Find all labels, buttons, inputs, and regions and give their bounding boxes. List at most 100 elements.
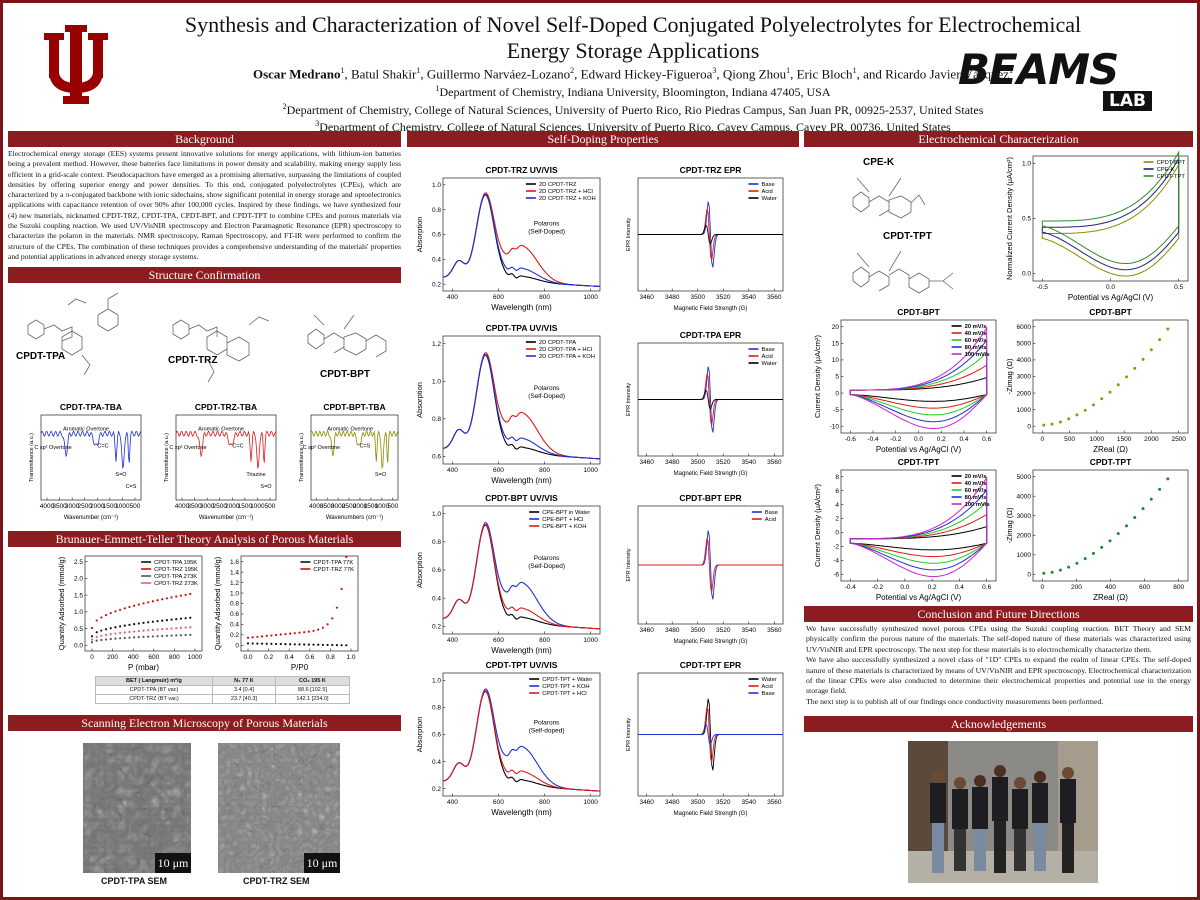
- title: Synthesis and Characterization of Novel …: [184, 12, 1082, 63]
- trace: [1041, 156, 1180, 271]
- legend-label: 40 mV/s: [965, 331, 987, 337]
- plot-frame: [840, 469, 997, 582]
- trace: [442, 354, 601, 460]
- x-tick-label: 800: [539, 467, 550, 474]
- y-tick-label: 1.2: [230, 580, 239, 587]
- plot-frame: [40, 414, 142, 501]
- y-tick-label: 0.4: [432, 759, 441, 766]
- table-row: BET ( Langmuir) m²/g N₂ 77 K CO₂ 195 K: [95, 676, 351, 686]
- marker: [179, 617, 183, 620]
- x-axis-label: Wavenumbers (cm⁻¹): [326, 515, 383, 521]
- marker: [142, 629, 145, 632]
- x-axis-label: Magnetic Field Strength (G): [674, 306, 748, 312]
- marker: [1100, 545, 1104, 549]
- marker: [1083, 557, 1087, 561]
- y-tick-label: 2.5: [74, 559, 83, 566]
- x-axis-label: Magnetic Field Strength (G): [674, 639, 748, 645]
- y-tick-label: 2000: [1017, 532, 1032, 539]
- marker: [279, 642, 282, 646]
- marker: [100, 616, 103, 619]
- trace: [310, 430, 399, 470]
- x-tick-label: 3460: [639, 627, 654, 634]
- legend-label: 20 mV/s: [965, 324, 987, 330]
- x-axis-label: Wavelength (nm): [491, 476, 552, 485]
- marker: [128, 623, 131, 626]
- legend-label: Acid: [765, 517, 776, 523]
- marker: [1075, 413, 1079, 417]
- annotation: (Self-Doped): [528, 393, 565, 400]
- y-tick-label: 0.0: [74, 643, 83, 650]
- trace: [442, 193, 601, 288]
- plot: 0.0 0.2 0.4 0.6 0.8 1.0 0 0.2 0.4 0.6 0.8 1.0 1.2 1.4…: [213, 555, 359, 672]
- marker: [147, 601, 150, 604]
- marker: [104, 633, 108, 637]
- marker: [326, 643, 329, 647]
- section-heading: Conclusion and Future Directions: [804, 606, 1193, 622]
- legend-label: CPDT-TRZ 77K: [313, 567, 354, 573]
- x-tick-label: 3480: [665, 799, 680, 806]
- legend-label: 2D CPDT-TPA: [539, 340, 576, 346]
- marker: [109, 612, 112, 615]
- annotation: C=S: [360, 443, 371, 449]
- table-row: CPDT-TPA (BT vac) 3.4 [0.4] 88.6 [102.5]: [95, 685, 351, 695]
- x-tick-label: 3520: [716, 799, 731, 806]
- legend-label: CPDT-BPT: [1157, 160, 1186, 166]
- plot-title: CPDT-TPT: [1090, 457, 1132, 467]
- x-tick-label: 600: [1139, 584, 1150, 591]
- author-affiliation: 1: [416, 66, 421, 75]
- trace: [849, 326, 988, 429]
- y-tick-label: -5: [833, 407, 839, 414]
- author-separator: ,: [716, 66, 723, 82]
- legend-label: CPDT-TPA 273K: [154, 574, 197, 580]
- compound-label: CPDT-TPA: [16, 351, 65, 362]
- marker: [137, 629, 140, 633]
- marker: [119, 625, 122, 628]
- marker: [95, 619, 98, 622]
- y-tick-label: 3000: [1017, 513, 1032, 520]
- x-tick-label: 800: [539, 637, 550, 644]
- y-axis-label: Normalized Current Density (μA/cm²): [1005, 156, 1014, 280]
- trace: [442, 524, 601, 630]
- legend-label: CPE-BPT + HCl: [542, 517, 583, 523]
- x-tick-label: 800: [539, 294, 550, 301]
- table-row: CPDT-TRZ (BT vac) 23.7 [40.3] 142.1 [234.0…: [95, 694, 351, 704]
- x-tick-label: 3500: [187, 503, 202, 510]
- x-tick-label: 500: [387, 503, 398, 510]
- marker: [161, 598, 164, 601]
- y-tick-label: 0.4: [230, 622, 239, 629]
- marker: [119, 631, 122, 635]
- x-axis-label: ZReal (Ω): [1093, 445, 1128, 454]
- x-tick-label: 3500: [691, 459, 706, 466]
- affiliations: 1Department of Chemistry, Indiana Univer…: [153, 82, 1113, 135]
- marker: [303, 643, 306, 646]
- marker: [128, 636, 131, 639]
- x-tick-label: 3540: [742, 294, 757, 301]
- legend-label: 20 mV/s: [965, 474, 987, 480]
- plot-title: CPDT-TPT EPR: [680, 660, 741, 670]
- marker: [114, 632, 117, 635]
- x-tick-label: 3460: [639, 294, 654, 301]
- marker: [275, 642, 278, 646]
- plot-title: CPDT-TPA EPR: [680, 330, 741, 340]
- section-heading: Structure Confirmation: [8, 267, 401, 283]
- marker: [303, 631, 306, 634]
- plot-frame: [310, 414, 399, 501]
- marker: [307, 643, 310, 646]
- marker: [251, 642, 254, 645]
- y-tick-label: 4: [835, 502, 839, 509]
- author-affiliation: 1: [852, 66, 857, 75]
- marker: [142, 635, 145, 638]
- lab-logo: BEAMS: [958, 45, 1119, 94]
- plot: CPDT-TRZ-TBA 4000350030002500200015001000…: [164, 402, 277, 521]
- y-tick-label: 1.0: [432, 378, 441, 385]
- y-tick-label: -6: [833, 572, 839, 579]
- x-tick-label: 600: [493, 294, 504, 301]
- y-tick-label: 0.8: [432, 705, 441, 712]
- plot: CPDT-TPT EPR 3460 3480 3500 3520 3540 3560 Magn…: [626, 660, 784, 817]
- marker: [1125, 524, 1129, 528]
- marker: [284, 643, 287, 646]
- annotation: (Self-Doped): [528, 228, 565, 235]
- marker: [175, 618, 178, 621]
- y-tick-label: 8: [835, 474, 839, 481]
- marker: [1149, 348, 1153, 352]
